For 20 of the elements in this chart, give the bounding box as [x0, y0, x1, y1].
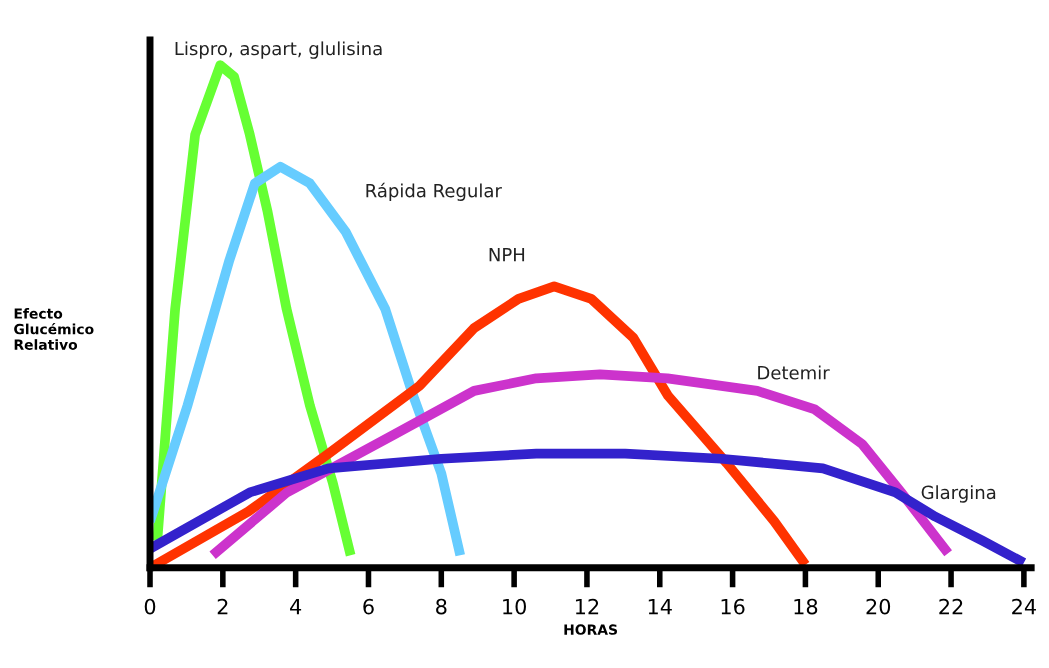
x-tick-label: 2	[217, 598, 228, 615]
x-tick-label: 8	[436, 598, 447, 615]
x-tick-label: 4	[290, 599, 302, 615]
x-tick-label: 10	[503, 598, 526, 615]
series-label: Glargina	[921, 485, 996, 503]
x-tick-label: 14	[648, 599, 672, 615]
x-tick-label: 6	[363, 598, 374, 615]
x-tick-label: 22	[939, 598, 963, 615]
text: Lispro, aspart, glulisina	[175, 41, 382, 59]
x-tick-label: 18	[794, 598, 818, 615]
series-label: Detemir	[758, 365, 830, 380]
x-tick-label: 16	[721, 598, 745, 615]
series-label: NPH	[489, 248, 525, 262]
x-tick-label: 0	[144, 598, 156, 615]
y-axis-title: Efecto Glucémico Relativo	[14, 308, 94, 350]
x-tick-label: 20	[866, 598, 891, 615]
x-tick-label: 12	[575, 598, 599, 615]
series-label: Rápida Regular	[366, 182, 502, 201]
x-axis-title: HORAS	[564, 624, 618, 635]
x-tick-label: 24	[1012, 598, 1036, 615]
